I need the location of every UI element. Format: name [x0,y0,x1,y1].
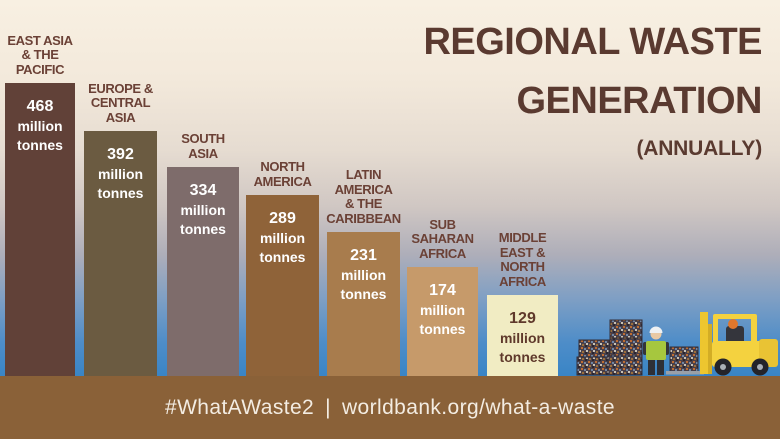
footer-hashtag: #WhatAWaste2 [164,395,315,419]
bar-column-europe-central-asia: EUROPE & CENTRAL ASIA 392 million tonnes [84,80,157,376]
bar-label: NORTH AMERICA [253,159,312,190]
bar: 468 million tonnes [5,83,75,376]
title-line-1: REGIONAL WASTE [423,21,762,63]
bar-column-north-america: NORTH AMERICA 289 million tonnes [246,160,319,376]
footer-separator: | [325,395,331,419]
bar: 231 million tonnes [327,232,400,376]
bar: 129 million tonnes [487,295,558,376]
bar-column-south-asia: SOUTH ASIA 334 million tonnes [167,132,239,376]
bar: 289 million tonnes [246,195,319,376]
title-subtitle: (ANNUALLY) [636,136,762,160]
bar-column-sub-saharan-africa: SUB SAHARAN AFRICA 174 million tonnes [407,216,478,376]
bar-value: 231 million tonnes [340,247,387,302]
bar-label: EAST ASIA & THE PACIFIC [7,32,73,78]
bar: 334 million tonnes [167,167,239,376]
page-title: REGIONAL WASTE GENERATION (ANNUALLY) [423,13,762,161]
bar-column-middle-east-north-africa: MIDDLE EAST & NORTH AFRICA 129 million t… [487,229,558,376]
bar-column-east-asia-pacific: EAST ASIA & THE PACIFIC 468 million tonn… [5,32,75,376]
footer-url: worldbank.org/what-a-waste [341,395,616,419]
bar-label: EUROPE & CENTRAL ASIA [88,80,153,126]
waste-bale-stack-icon [576,319,643,376]
bar-label: MIDDLE EAST & NORTH AFRICA [498,229,547,290]
bar-value: 289 million tonnes [259,210,306,265]
bar-label: SOUTH ASIA [181,131,225,162]
bar-value: 392 million tonnes [97,146,144,201]
forklift-icon [666,312,778,376]
bar-value: 468 million tonnes [17,98,63,153]
bar-value: 129 million tonnes [499,310,546,365]
bar-value: 174 million tonnes [419,282,466,337]
title-line-2: GENERATION [516,79,762,122]
landfill-illustration [576,312,778,376]
bar-column-latin-america-caribbean: LATIN AMERICA & THE CARIBBEAN 231 millio… [326,166,401,376]
footer-bar: #WhatAWaste2 | worldbank.org/what-a-wast… [0,376,780,439]
bar: 392 million tonnes [84,131,157,376]
bar-label: SUB SAHARAN AFRICA [411,216,474,262]
worker-icon [643,326,669,375]
bar: 174 million tonnes [407,267,478,376]
bar-value: 334 million tonnes [180,182,226,237]
bar-label: LATIN AMERICA & THE CARIBBEAN [326,166,401,227]
